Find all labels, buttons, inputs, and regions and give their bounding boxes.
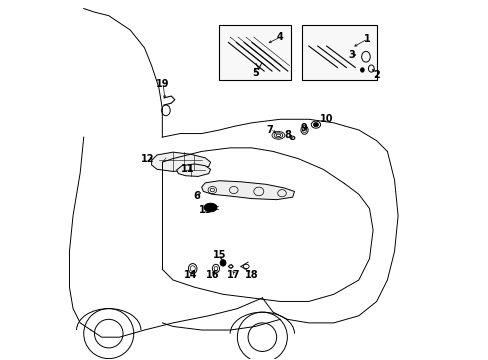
Text: 19: 19 — [155, 78, 169, 89]
PathPatch shape — [201, 181, 294, 200]
Bar — [219, 24, 290, 80]
Text: 6: 6 — [192, 191, 199, 201]
Text: 17: 17 — [226, 270, 240, 280]
Text: 10: 10 — [319, 114, 333, 124]
Ellipse shape — [360, 68, 364, 72]
Text: 16: 16 — [205, 270, 219, 280]
Text: 13: 13 — [198, 205, 211, 215]
Text: 5: 5 — [251, 68, 258, 78]
Text: 4: 4 — [276, 32, 283, 42]
Text: 3: 3 — [347, 50, 354, 60]
PathPatch shape — [176, 164, 210, 176]
PathPatch shape — [151, 152, 210, 171]
Text: 18: 18 — [244, 270, 258, 280]
Text: 8: 8 — [284, 130, 290, 140]
Text: 1: 1 — [364, 34, 370, 44]
Text: 7: 7 — [265, 125, 272, 135]
Bar — [301, 24, 376, 80]
Ellipse shape — [220, 260, 225, 266]
Text: 9: 9 — [300, 123, 306, 133]
Text: 12: 12 — [141, 154, 155, 163]
Text: 15: 15 — [212, 250, 226, 260]
Text: 14: 14 — [184, 270, 197, 280]
Text: 2: 2 — [372, 69, 379, 80]
Ellipse shape — [313, 122, 318, 127]
Text: 11: 11 — [180, 164, 194, 174]
Ellipse shape — [203, 203, 217, 212]
